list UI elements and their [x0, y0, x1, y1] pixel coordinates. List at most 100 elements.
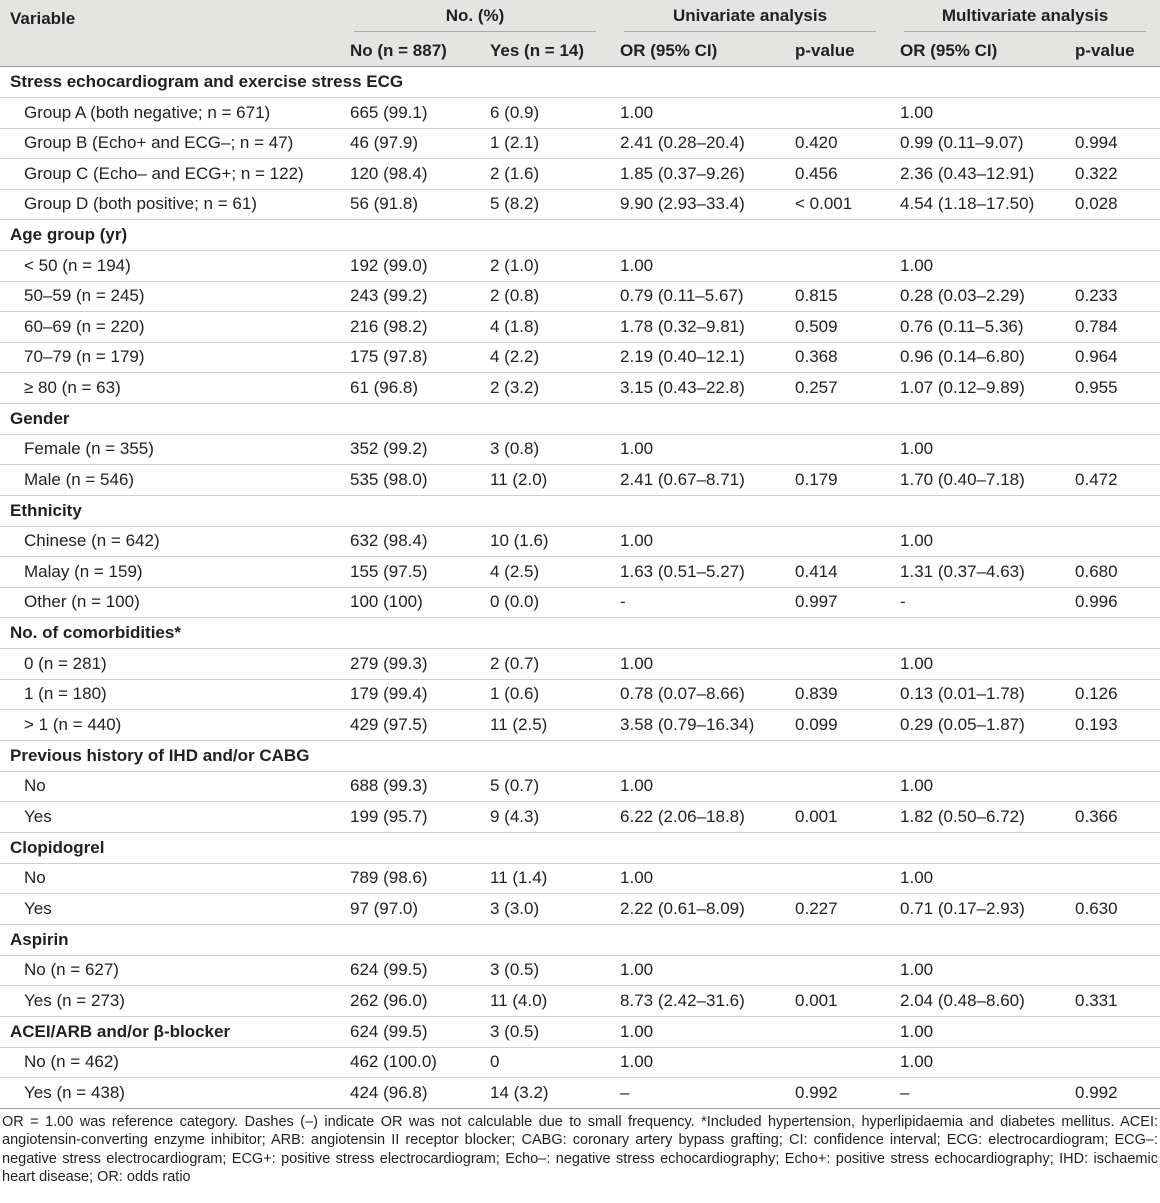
cell-no: 688 (99.3) [340, 771, 480, 802]
cell-multi-or: 1.31 (0.37–4.63) [890, 556, 1066, 588]
row-label: 50–59 (n = 245) [0, 281, 340, 312]
cell-uni-or: 9.90 (2.93–33.4) [610, 189, 786, 220]
cell-uni-p [785, 648, 891, 680]
cell-uni-or: 6.22 (2.06–18.8) [610, 801, 786, 833]
cell-uni-p: 0.839 [785, 679, 891, 710]
cell-no: 155 (97.5) [340, 556, 480, 588]
cell-yes: 3 (0.5) [480, 1016, 611, 1048]
cell-yes: 1 (2.1) [480, 128, 611, 159]
cell-yes: 14 (3.2) [480, 1077, 611, 1109]
cell-uni-or: 1.00 [610, 955, 786, 986]
table-row: 0 (n = 281) 279 (99.3) 2 (0.7) 1.00 1.00 [0, 648, 1160, 680]
cell-yes: 3 (0.8) [480, 434, 611, 465]
cell-multi-or: 0.29 (0.05–1.87) [890, 709, 1066, 741]
cell-uni-p: 0.456 [785, 158, 891, 190]
table-header: Variable No. (%) Univariate analysis Mul… [0, 0, 1160, 67]
table-row: Group D (both positive; n = 61) 56 (91.8)… [0, 189, 1160, 220]
section-label: Age group (yr) [0, 219, 1160, 251]
cell-multi-p [1065, 526, 1160, 557]
row-label: Chinese (n = 642) [0, 526, 340, 557]
cell-multi-or: 1.00 [890, 648, 1066, 680]
cell-multi-or: 0.96 (0.14–6.80) [890, 342, 1066, 373]
table-row: 60–69 (n = 220) 216 (98.2) 4 (1.8) 1.78 (0.… [0, 311, 1160, 343]
cell-yes: 2 (3.2) [480, 372, 611, 404]
cell-uni-or: 1.85 (0.37–9.26) [610, 158, 786, 190]
cell-multi-p: 0.955 [1065, 372, 1160, 404]
table-row: Other (n = 100) 100 (100) 0 (0.0) -0.997-0.… [0, 587, 1160, 618]
cell-yes: 0 [480, 1047, 611, 1078]
cell-multi-or: 0.71 (0.17–2.93) [890, 893, 1066, 925]
cell-uni-p [785, 97, 891, 129]
row-label: Yes [0, 893, 340, 925]
cell-no: 279 (99.3) [340, 648, 480, 680]
cell-no: 535 (98.0) [340, 464, 480, 496]
cell-uni-p [785, 526, 891, 557]
table-row: Yes (n = 273) 262 (96.0) 11 (4.0) 8.73 (2.4… [0, 985, 1160, 1017]
cell-multi-p: 0.233 [1065, 281, 1160, 312]
cell-uni-or: 1.00 [610, 250, 786, 282]
row-label: Group A (both negative; n = 671) [0, 97, 340, 129]
cell-multi-p [1065, 771, 1160, 802]
section-label: Previous history of IHD and/or CABG [0, 740, 1160, 772]
cell-no: 424 (96.8) [340, 1077, 480, 1109]
table-row: No 688 (99.3) 5 (0.7) 1.00 1.00 [0, 771, 1160, 802]
cell-yes: 1 (0.6) [480, 679, 611, 710]
cell-yes: 4 (2.2) [480, 342, 611, 373]
row-label: Group D (both positive; n = 61) [0, 189, 340, 220]
cell-uni-or: 1.00 [610, 97, 786, 129]
cell-multi-p: 0.992 [1065, 1077, 1160, 1109]
row-label: Group B (Echo+ and ECG–; n = 47) [0, 128, 340, 159]
cell-uni-p [785, 1047, 891, 1078]
header-no-pct-label: No. (%) [354, 6, 597, 32]
table-row: No 789 (98.6) 11 (1.4) 1.00 1.00 [0, 863, 1160, 894]
cell-uni-or: 1.00 [610, 863, 786, 894]
cell-no: 175 (97.8) [340, 342, 480, 373]
table-footnote: OR = 1.00 was reference category. Dashes… [2, 1113, 1158, 1186]
cell-multi-or: 1.00 [890, 250, 1066, 282]
cell-multi-or: 1.00 [890, 955, 1066, 986]
cell-uni-or: 2.19 (0.40–12.1) [610, 342, 786, 373]
cell-yes: 11 (2.5) [480, 709, 611, 741]
header-multivariate-label: Multivariate analysis [904, 6, 1147, 32]
cell-multi-p [1065, 863, 1160, 894]
section-label: Ethnicity [0, 495, 1160, 527]
cell-uni-p: < 0.001 [785, 189, 891, 220]
section-label: Aspirin [0, 924, 1160, 956]
header-no-pct: No. (%) [340, 0, 610, 36]
cell-uni-p [785, 955, 891, 986]
table-row: ≥ 80 (n = 63) 61 (96.8) 2 (3.2) 3.15 (0.43–… [0, 372, 1160, 404]
cell-no: 665 (99.1) [340, 97, 480, 129]
row-label: Other (n = 100) [0, 587, 340, 618]
cell-uni-or: 3.15 (0.43–22.8) [610, 372, 786, 404]
header-p-uni: p-value [785, 36, 891, 67]
cell-uni-p: 0.509 [785, 311, 891, 343]
row-label: Malay (n = 159) [0, 556, 340, 588]
header-yes-n: Yes (n = 14) [480, 36, 611, 67]
cell-multi-or: - [890, 587, 1066, 618]
table-row: No (n = 627) 624 (99.5) 3 (0.5) 1.00 1.00 [0, 955, 1160, 986]
cell-uni-p: 0.001 [785, 985, 891, 1017]
cell-uni-or: 3.58 (0.79–16.34) [610, 709, 786, 741]
section-row: Stress echocardiogram and exercise stres… [0, 66, 1160, 98]
cell-multi-or: 1.00 [890, 1016, 1066, 1048]
cell-multi-p: 0.994 [1065, 128, 1160, 159]
section-row: Clopidogrel [0, 832, 1160, 864]
cell-no: 199 (95.7) [340, 801, 480, 833]
row-label: No [0, 863, 340, 894]
cell-uni-p: 0.420 [785, 128, 891, 159]
section-row: No. of comorbidities* [0, 617, 1160, 649]
header-univariate-label: Univariate analysis [624, 6, 877, 32]
cell-uni-or: 2.22 (0.61–8.09) [610, 893, 786, 925]
table-row: Female (n = 355) 352 (99.2) 3 (0.8) 1.00 1.0… [0, 434, 1160, 465]
cell-yes: 3 (0.5) [480, 955, 611, 986]
row-label: Yes [0, 801, 340, 833]
cell-no: 97 (97.0) [340, 893, 480, 925]
row-label: ≥ 80 (n = 63) [0, 372, 340, 404]
table-row: Yes (n = 438) 424 (96.8) 14 (3.2) –0.992–0.… [0, 1077, 1160, 1109]
cell-uni-p [785, 250, 891, 282]
row-label: Male (n = 546) [0, 464, 340, 496]
cell-multi-p [1065, 1047, 1160, 1078]
cell-yes: 6 (0.9) [480, 97, 611, 129]
cell-multi-or: – [890, 1077, 1066, 1109]
cell-no: 192 (99.0) [340, 250, 480, 282]
